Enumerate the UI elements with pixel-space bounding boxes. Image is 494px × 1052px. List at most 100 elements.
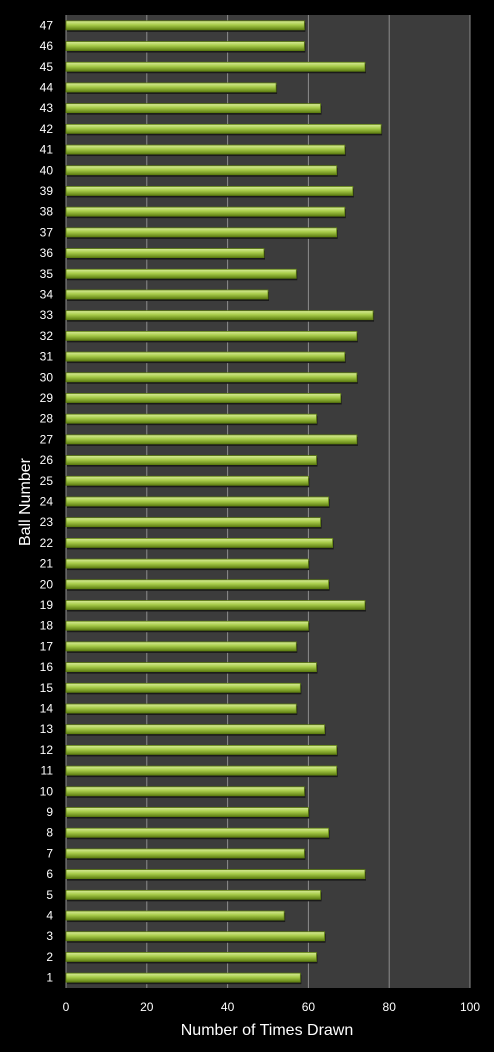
y-tick-label: 24: [40, 495, 54, 509]
y-tick-label: 12: [40, 743, 54, 757]
y-tick-label: 9: [46, 805, 53, 819]
y-tick-label: 20: [40, 577, 54, 591]
y-tick-label: 36: [40, 246, 54, 260]
bar-ball-2: [65, 952, 317, 962]
x-tick-label: 80: [383, 1000, 397, 1014]
y-tick-label: 30: [40, 370, 54, 384]
x-tick-label: 0: [63, 1000, 70, 1014]
bar-ball-43: [65, 103, 321, 114]
bar-ball-26: [65, 455, 317, 465]
y-tick-label: 2: [46, 950, 53, 964]
bar-ball-10: [65, 786, 305, 797]
bar-ball-9: [65, 807, 309, 817]
bar-ball-3: [65, 931, 325, 942]
y-tick-label: 17: [40, 639, 54, 653]
bar-ball-28: [65, 413, 317, 424]
bar-ball-42: [65, 123, 382, 134]
x-tick-labels: 0 20 40 60 80 100: [63, 1000, 481, 1014]
bar-ball-35: [65, 268, 297, 279]
bar-ball-13: [65, 724, 325, 735]
y-tick-label: 29: [40, 391, 54, 405]
y-tick-label: 18: [40, 619, 54, 633]
y-tick-label: 27: [40, 432, 54, 446]
y-tick-label: 25: [40, 474, 54, 488]
y-tick-label: 38: [40, 205, 54, 219]
bar-ball-27: [65, 434, 358, 445]
y-tick-label: 26: [40, 453, 54, 467]
bar-ball-37: [65, 227, 338, 238]
y-tick-label: 3: [46, 929, 53, 943]
y-tick-label: 43: [40, 101, 54, 115]
bar-ball-41: [65, 144, 346, 155]
bar-ball-19: [65, 600, 366, 610]
bar-ball-29: [65, 393, 342, 403]
y-tick-label: 32: [40, 329, 54, 343]
bar-ball-8: [65, 827, 330, 838]
bar-ball-39: [65, 186, 354, 196]
y-tick-label: 34: [40, 287, 54, 301]
y-tick-label: 44: [40, 80, 54, 94]
y-tick-label: 39: [40, 184, 54, 198]
y-tick-label: 37: [40, 225, 54, 239]
y-tick-label: 35: [40, 267, 54, 281]
x-tick-label: 60: [302, 1000, 316, 1014]
bar-ball-15: [65, 682, 301, 693]
y-tick-label: 5: [46, 888, 53, 902]
bar-ball-12: [65, 745, 338, 755]
bar-ball-1: [65, 972, 301, 983]
y-tick-label: 21: [40, 557, 54, 571]
bar-ball-31: [65, 351, 346, 362]
bar-ball-22: [65, 538, 334, 548]
bar-ball-24: [65, 496, 330, 507]
y-tick-label: 6: [46, 867, 53, 881]
bar-ball-14: [65, 703, 297, 714]
bar-ball-23: [65, 517, 321, 528]
bar-ball-33: [65, 310, 374, 321]
bar-ball-16: [65, 662, 317, 673]
bar-ball-4: [65, 910, 285, 921]
y-tick-label: 22: [40, 536, 54, 550]
bar-ball-18: [65, 620, 309, 631]
y-tick-label: 14: [40, 702, 54, 716]
y-tick-label: 47: [40, 18, 54, 32]
bar-ball-30: [65, 372, 358, 383]
bars: [65, 20, 383, 985]
y-tick-label: 15: [40, 681, 54, 695]
x-tick-label: 40: [221, 1000, 235, 1014]
bar-ball-7: [65, 848, 305, 859]
y-tick-label: 40: [40, 163, 54, 177]
x-tick-label: 20: [140, 1000, 154, 1014]
bar-ball-21: [65, 558, 309, 569]
bar-ball-20: [65, 579, 330, 590]
y-tick-labels: 1234567891011121314151617181920212223242…: [40, 18, 54, 984]
y-tick-label: 19: [40, 598, 54, 612]
y-tick-label: 4: [46, 909, 53, 923]
bar-ball-46: [65, 41, 305, 51]
y-tick-label: 1: [46, 971, 53, 985]
y-tick-label: 28: [40, 412, 54, 426]
bar-ball-47: [65, 20, 305, 31]
bar-ball-34: [65, 289, 269, 300]
bar-ball-45: [65, 61, 366, 72]
x-tick-label: 100: [460, 1000, 480, 1014]
y-tick-label: 11: [41, 764, 54, 778]
bar-ball-17: [65, 641, 297, 652]
y-tick-label: 31: [40, 350, 54, 364]
bar-ball-6: [65, 869, 366, 880]
y-tick-label: 7: [46, 846, 53, 860]
y-tick-label: 23: [40, 515, 54, 529]
y-tick-label: 46: [40, 39, 54, 53]
y-tick-label: 42: [40, 122, 54, 136]
y-tick-label: 8: [46, 826, 53, 840]
bar-ball-11: [65, 765, 338, 776]
y-axis-title: Ball Number: [17, 457, 34, 546]
bar-ball-36: [65, 248, 265, 258]
bar-ball-5: [65, 889, 321, 900]
y-tick-label: 41: [40, 143, 54, 157]
bar-ball-44: [65, 82, 277, 93]
y-tick-label: 10: [40, 784, 54, 798]
y-tick-label: 45: [40, 60, 54, 74]
bar-ball-40: [65, 165, 338, 176]
bar-ball-25: [65, 475, 309, 486]
